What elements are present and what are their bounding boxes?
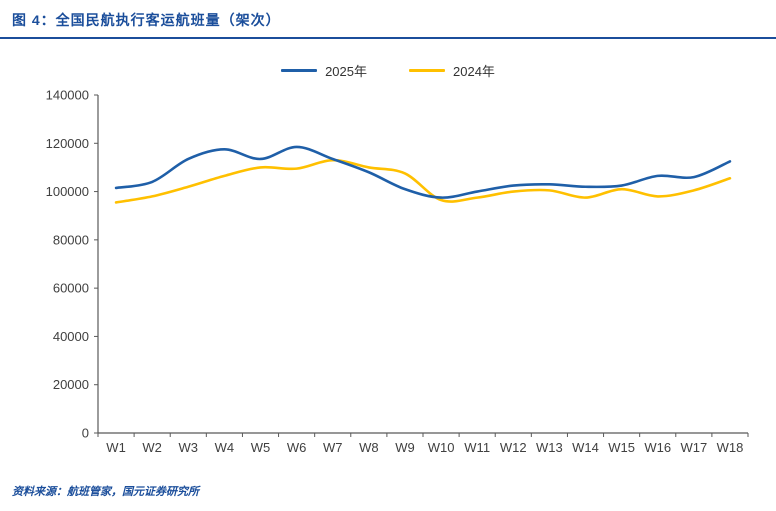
x-tick-label: W15 (608, 440, 635, 455)
y-tick-label: 120000 (46, 136, 89, 151)
x-tick-label: W5 (251, 440, 271, 455)
y-tick-label: 40000 (53, 329, 89, 344)
x-tick-label: W16 (644, 440, 671, 455)
x-tick-label: W7 (323, 440, 343, 455)
title-divider (0, 37, 776, 39)
y-tick-label: 140000 (46, 88, 89, 103)
series-line-2024 (114, 158, 732, 204)
y-tick-label: 80000 (53, 232, 89, 247)
x-tick-label: W17 (680, 440, 707, 455)
x-tick-label: W14 (572, 440, 599, 455)
y-tick-label: 0 (82, 426, 89, 441)
figure-title: 图 4：全国民航执行客运航班量（架次） (12, 12, 281, 28)
y-tick-label: 100000 (46, 184, 89, 199)
chart-legend: 2025年 2024年 (281, 61, 495, 79)
legend-line-swatch (281, 68, 318, 72)
series-line-2025 (114, 145, 732, 199)
x-tick-label: W8 (359, 440, 379, 455)
x-tick-label: W18 (717, 440, 744, 455)
x-tick-label: W3 (179, 440, 199, 455)
figure-header: 图 4：全国民航执行客运航班量（架次） (0, 8, 776, 39)
y-tick-label: 60000 (53, 281, 89, 296)
legend-item-2024: 2024年 (409, 61, 495, 80)
x-tick-label: W10 (428, 440, 455, 455)
chart-canvas: 0 20000 40000 60000 80000 100000 120000 140000 W… (46, 88, 749, 455)
x-tick-label: W1 (106, 440, 126, 455)
x-tick-label: W12 (500, 440, 527, 455)
x-tick-label: W9 (395, 440, 415, 455)
x-tick-label: W2 (142, 440, 162, 455)
legend-item-2025: 2025年 (281, 61, 367, 80)
x-tick-label: W4 (215, 440, 235, 455)
source-note: 资料来源：航班管家，国元证券研究所 (12, 486, 199, 498)
x-tick-label: W11 (464, 440, 490, 455)
legend-label: 2025年 (325, 63, 367, 79)
chart-plot: 0 20000 40000 60000 80000 100000 120000 140000 W… (12, 85, 764, 468)
y-tick-label: 20000 (53, 377, 89, 392)
x-tick-label: W13 (536, 440, 563, 455)
x-tick-label: W6 (287, 440, 307, 455)
chart: 2025年 2024年 0 20000 40000 60000 80000 100000 12… (10, 39, 766, 483)
legend-line-swatch (409, 68, 445, 72)
legend-label: 2024年 (453, 63, 495, 79)
